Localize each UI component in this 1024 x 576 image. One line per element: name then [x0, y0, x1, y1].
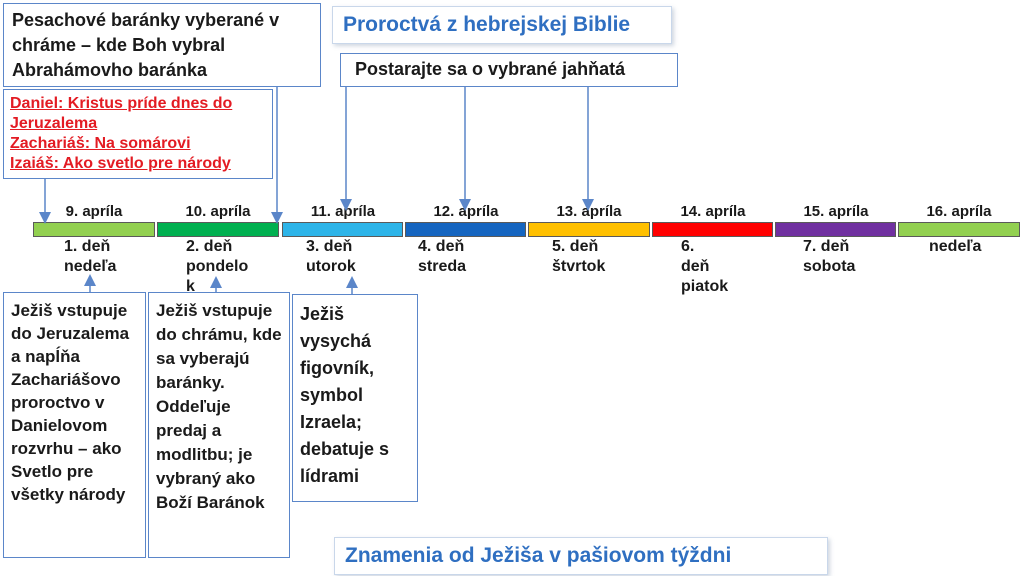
day-label-4: 4. deň streda — [418, 238, 467, 275]
temple-lambs-box: Pesachové baránky vyberané v chráme – kd… — [3, 3, 321, 87]
date-3: 11. apríla — [310, 203, 376, 220]
lambs-instruction-box: Postarajte sa o vybrané jahňatá — [340, 53, 678, 87]
day-bar-3 — [282, 222, 403, 237]
signs-title-box: Znamenia od Ježiša v pašiovom týždni — [334, 537, 828, 575]
day-label-7: 7. deň sobota — [803, 238, 856, 275]
date-7: 15. apríla — [803, 203, 869, 220]
day-label-1: 1. deň nedeľa — [64, 238, 117, 275]
temple-lambs-text: Pesachové baránky vyberané v chráme – kd… — [12, 10, 280, 80]
day-bar-2 — [157, 222, 279, 237]
day-bar-8 — [898, 222, 1020, 237]
prophecies-box: Daniel: Kristus príde dnes do Jeruzalema… — [3, 89, 273, 179]
day-bar-1 — [33, 222, 155, 237]
prophecy-isaiah: Izaiáš: Ako svetlo pre národy — [10, 155, 231, 172]
event-box-day3: Ježiš vysychá figovník, symbol Izraela; … — [292, 294, 418, 502]
day-bar-6 — [652, 222, 773, 237]
date-2: 10. apríla — [185, 203, 251, 220]
date-6: 14. apríla — [680, 203, 746, 220]
day-label-3: 3. deň utorok — [306, 238, 356, 275]
event-text-day1: Ježiš vstupuje do Jeruzalema a napĺňa Za… — [11, 301, 130, 504]
lambs-instruction: Postarajte sa o vybrané jahňatá — [355, 59, 626, 79]
day-label-6: 6. deň piatok — [681, 238, 729, 295]
event-text-day2: Ježiš vstupuje do chrámu, kde sa vyberaj… — [156, 301, 282, 512]
event-box-day2: Ježiš vstupuje do chrámu, kde sa vyberaj… — [148, 292, 290, 558]
day-bar-5 — [528, 222, 650, 237]
date-4: 12. apríla — [433, 203, 499, 220]
prophecies-title-box: Proroctvá z hebrejskej Biblie — [332, 6, 672, 44]
event-box-day1: Ježiš vstupuje do Jeruzalema a napĺňa Za… — [3, 292, 146, 558]
date-5: 13. apríla — [556, 203, 622, 220]
prophecies-title: Proroctvá z hebrejskej Biblie — [343, 13, 631, 36]
day-bar-7 — [775, 222, 896, 237]
day-label-8: nedeľa — [929, 238, 982, 255]
date-1: 9. apríla — [65, 203, 123, 220]
date-8: 16. apríla — [926, 203, 992, 220]
signs-title: Znamenia od Ježiša v pašiovom týždni — [345, 544, 732, 567]
event-text-day3: Ježiš vysychá figovník, symbol Izraela; … — [300, 304, 390, 486]
prophecy-daniel: Daniel: Kristus príde dnes do Jeruzalema — [10, 95, 233, 132]
day-label-5: 5. deň štvrtok — [552, 238, 606, 275]
day-label-2: 2. deň pondelo k — [186, 238, 249, 295]
prophecy-zechariah: Zachariáš: Na somárovi — [10, 135, 191, 152]
day-bar-4 — [405, 222, 526, 237]
